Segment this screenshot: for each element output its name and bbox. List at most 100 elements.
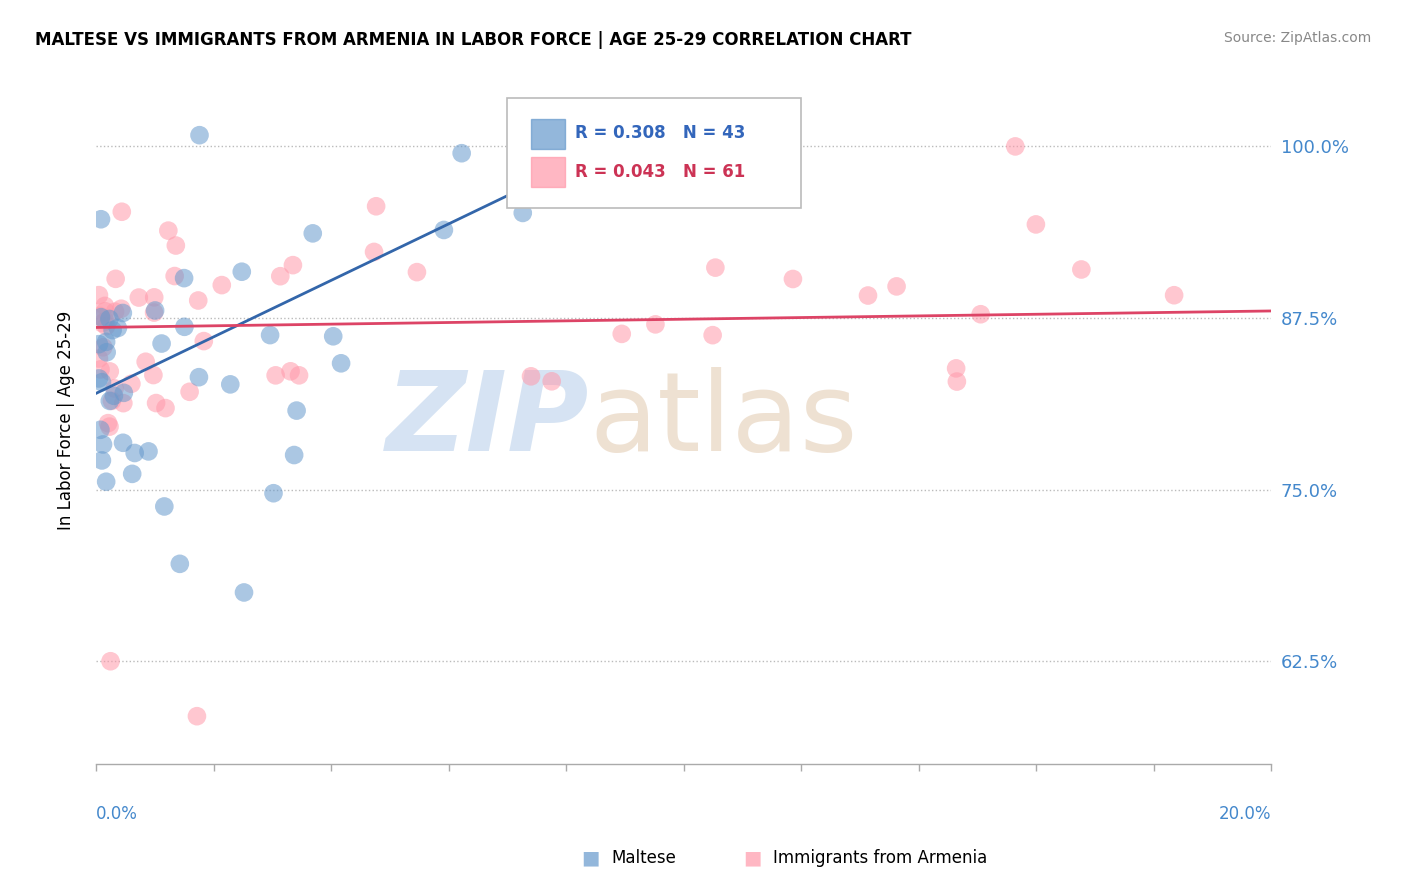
Text: R = 0.308   N = 43: R = 0.308 N = 43 — [575, 124, 745, 142]
Point — [89, 362, 111, 376]
Point — [259, 328, 281, 343]
Point — [143, 305, 166, 319]
Point — [94, 334, 117, 349]
Point — [143, 290, 166, 304]
Point — [157, 224, 180, 238]
Point — [94, 319, 117, 334]
Point — [945, 361, 967, 376]
Point — [101, 323, 124, 337]
Point — [112, 396, 135, 410]
Point — [1025, 218, 1047, 232]
Point — [219, 377, 242, 392]
Point — [96, 475, 118, 489]
Point — [1004, 139, 1026, 153]
FancyBboxPatch shape — [531, 157, 565, 187]
Point — [104, 272, 127, 286]
Point — [87, 371, 110, 385]
Point — [540, 374, 562, 388]
Point — [89, 309, 111, 323]
Text: atlas: atlas — [589, 368, 858, 475]
Point — [111, 204, 134, 219]
Point — [193, 334, 215, 348]
Point — [111, 306, 134, 320]
Text: ■: ■ — [742, 848, 762, 868]
Point — [702, 328, 724, 343]
Point — [187, 370, 209, 384]
Point — [173, 319, 195, 334]
Point — [150, 336, 173, 351]
Text: Immigrants from Armenia: Immigrants from Armenia — [773, 849, 987, 867]
Point — [163, 268, 186, 283]
Point — [704, 260, 727, 275]
Point — [644, 318, 666, 332]
Text: MALTESE VS IMMIGRANTS FROM ARMENIA IN LABOR FORCE | AGE 25-29 CORRELATION CHART: MALTESE VS IMMIGRANTS FROM ARMENIA IN LA… — [35, 31, 911, 49]
Point — [179, 384, 201, 399]
Point — [90, 212, 112, 227]
Text: R = 0.043   N = 61: R = 0.043 N = 61 — [575, 162, 745, 180]
Point — [87, 288, 110, 302]
Point — [263, 486, 285, 500]
Point — [121, 467, 143, 481]
Point — [946, 375, 969, 389]
Point — [87, 351, 110, 366]
Point — [280, 364, 302, 378]
Point — [90, 310, 112, 325]
Point — [91, 375, 114, 389]
Point — [90, 453, 112, 467]
Point — [283, 448, 305, 462]
Point — [112, 385, 135, 400]
Point — [512, 206, 534, 220]
Point — [142, 368, 165, 382]
Point — [98, 364, 121, 378]
FancyBboxPatch shape — [508, 98, 801, 208]
Point — [91, 316, 114, 330]
Point — [281, 258, 304, 272]
Point — [94, 314, 117, 328]
Point — [231, 265, 253, 279]
Point — [173, 271, 195, 285]
Point — [135, 355, 157, 369]
Point — [269, 269, 291, 284]
Point — [138, 444, 160, 458]
Point — [1163, 288, 1185, 302]
Y-axis label: In Labor Force | Age 25-29: In Labor Force | Age 25-29 — [58, 311, 75, 531]
Point — [104, 381, 127, 395]
Point — [187, 293, 209, 308]
Point — [110, 301, 132, 316]
Text: ZIP: ZIP — [387, 368, 589, 475]
Point — [120, 376, 142, 391]
Point — [856, 288, 879, 302]
Point — [98, 312, 121, 326]
Point — [87, 337, 110, 351]
Point — [188, 128, 211, 143]
Point — [94, 304, 117, 318]
Point — [886, 279, 908, 293]
FancyBboxPatch shape — [531, 119, 565, 149]
Point — [143, 303, 166, 318]
Text: Source: ZipAtlas.com: Source: ZipAtlas.com — [1223, 31, 1371, 45]
Point — [98, 393, 121, 408]
Point — [103, 389, 125, 403]
Point — [363, 244, 385, 259]
Point — [433, 223, 456, 237]
Point — [322, 329, 344, 343]
Text: 0.0%: 0.0% — [96, 805, 138, 823]
Point — [155, 401, 177, 416]
Point — [89, 423, 111, 437]
Point — [94, 299, 117, 313]
Point — [782, 272, 804, 286]
Point — [970, 307, 993, 321]
Point — [107, 321, 129, 335]
Point — [186, 709, 208, 723]
Point — [145, 396, 167, 410]
Text: Maltese: Maltese — [612, 849, 676, 867]
Point — [288, 368, 311, 383]
Point — [264, 368, 287, 383]
Text: 20.0%: 20.0% — [1219, 805, 1271, 823]
Point — [520, 369, 543, 384]
Point — [97, 416, 120, 430]
Point — [101, 393, 124, 408]
Point — [1070, 262, 1092, 277]
Point — [98, 419, 121, 434]
Point — [301, 227, 323, 241]
